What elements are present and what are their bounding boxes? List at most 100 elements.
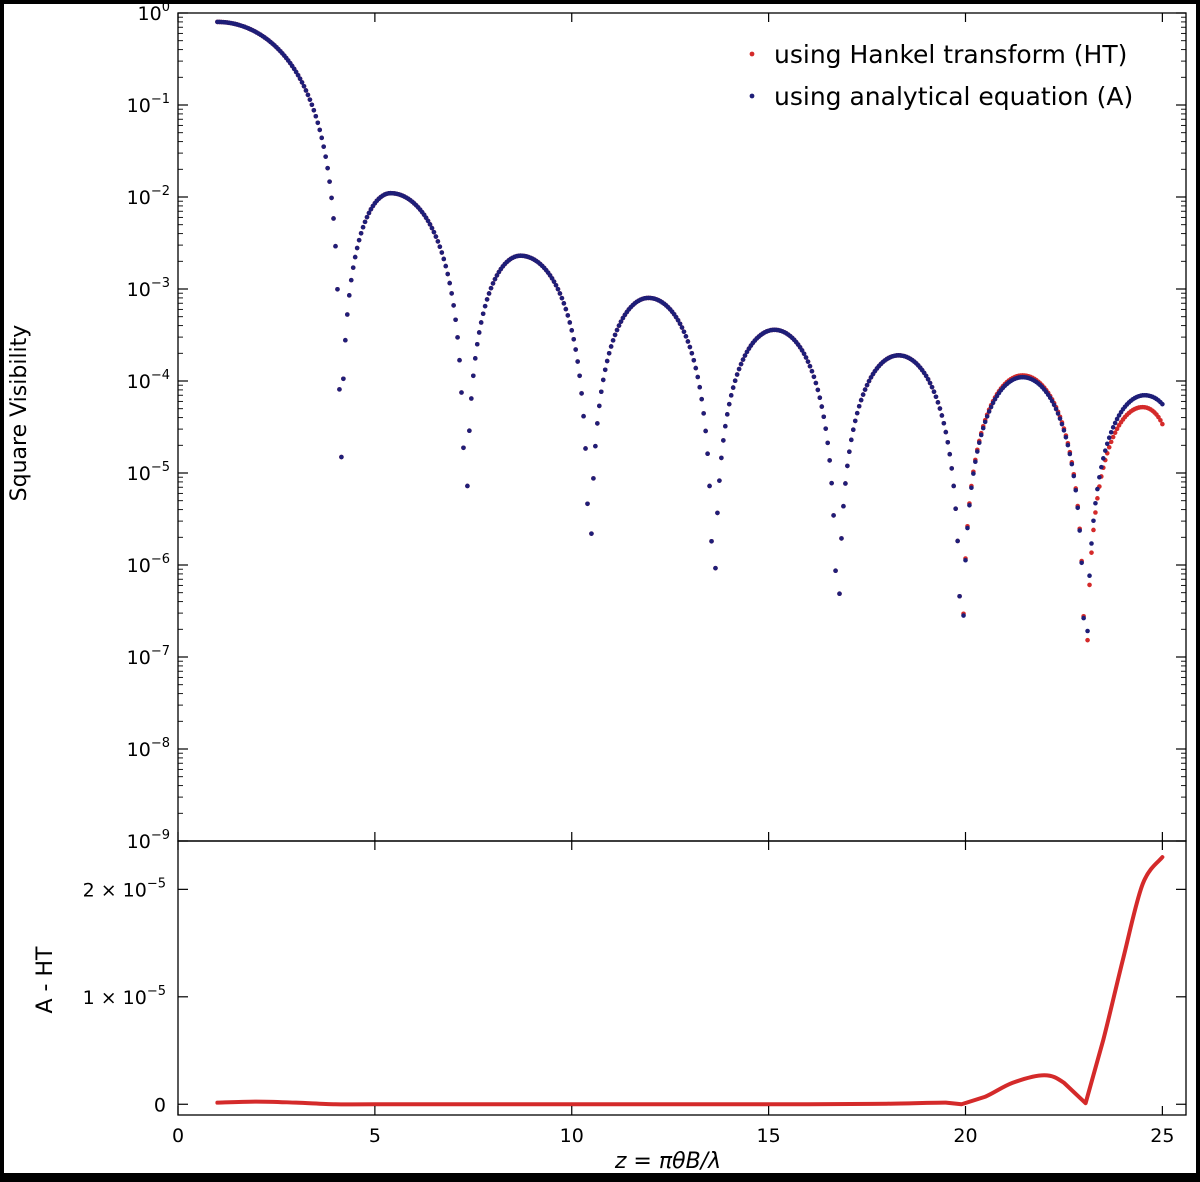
x-tick-label-1: 5 [369,1125,381,1147]
ht-point [1160,421,1165,427]
bottom-y-axis-label: A - HT [33,946,58,1014]
a-point [854,410,860,416]
a-point [295,72,301,78]
a-point [1067,451,1073,457]
a-point [701,411,706,416]
a-point [837,591,842,597]
a-point [723,423,728,429]
a-point [469,396,474,401]
a-point [1112,420,1118,426]
a-point [969,485,974,491]
a-point [327,179,332,184]
a-point [726,401,732,407]
a-point [957,593,962,599]
a-point [482,303,488,309]
a-point [333,243,338,249]
a-point [453,317,458,323]
bottom-axes-frame [177,840,1187,1116]
a-point [984,414,990,419]
a-point [949,466,955,471]
a-point [721,438,726,443]
a-point [971,471,976,476]
bottom-panel: 0 5 10 15 20 25 0 1 × 10−5 2 × 10−5 A - HT z = … [33,840,1187,1174]
a-point [973,459,978,465]
a-point [577,373,582,379]
a-point [585,501,590,507]
a-point [1077,528,1082,533]
a-point [841,503,846,509]
a-point [693,365,699,371]
a-point [581,413,586,419]
a-point [480,311,486,317]
a-point [713,565,718,571]
a-point [597,403,602,409]
a-point [595,421,600,426]
a-point [732,378,738,384]
a-point [939,413,945,418]
a-point [679,325,685,330]
a-point [817,395,823,401]
a-point [348,277,354,283]
ht-point [1091,527,1096,533]
a-point [299,80,305,85]
a-point [724,412,730,417]
a-point [309,102,315,108]
a-point [705,451,710,457]
a-point [484,297,490,302]
a-point [612,332,618,338]
a-point [843,481,848,486]
a-point [307,97,313,102]
a-point [717,478,722,483]
ht-point [1108,439,1114,445]
a-point [719,455,724,461]
a-point [1106,435,1112,441]
a-point [1053,406,1059,412]
a-point [313,113,319,119]
a-point [847,449,852,455]
a-point [864,382,870,388]
figure-background [4,4,1196,1173]
a-point [579,391,584,396]
a-point [1160,401,1165,407]
a-point [569,328,575,333]
a-point [567,320,573,325]
a-point [1089,541,1094,546]
a-point [740,357,746,362]
a-point [1057,416,1063,421]
a-point [819,404,825,409]
a-point [965,525,970,531]
top-y-axis-label: Square Visibility [7,325,32,502]
a-point [742,353,748,358]
a-point [827,458,832,463]
a-point [354,245,360,251]
a-point [691,357,697,363]
a-point [801,351,807,357]
a-point [697,384,703,390]
a-point [811,374,817,380]
a-point [807,363,813,369]
ht-point [1089,550,1094,555]
a-point [341,376,346,382]
a-point [435,239,441,244]
a-point [583,446,588,451]
a-point [331,216,336,221]
a-point [459,390,464,395]
a-point [976,440,982,446]
a-point [461,445,466,451]
a-point [850,427,856,433]
a-point [1104,441,1110,447]
a-point [862,387,868,392]
a-point [608,344,614,349]
legend-marker-a [749,93,755,99]
a-point [1075,505,1081,511]
a-point [366,210,372,216]
a-point [297,76,303,82]
a-point [589,531,594,536]
a-point [825,440,830,446]
a-point [953,506,958,512]
top-y-tick-label-1: 10−1 [127,92,170,117]
ht-point [1112,430,1118,436]
a-point [955,538,960,544]
a-point [573,347,578,352]
